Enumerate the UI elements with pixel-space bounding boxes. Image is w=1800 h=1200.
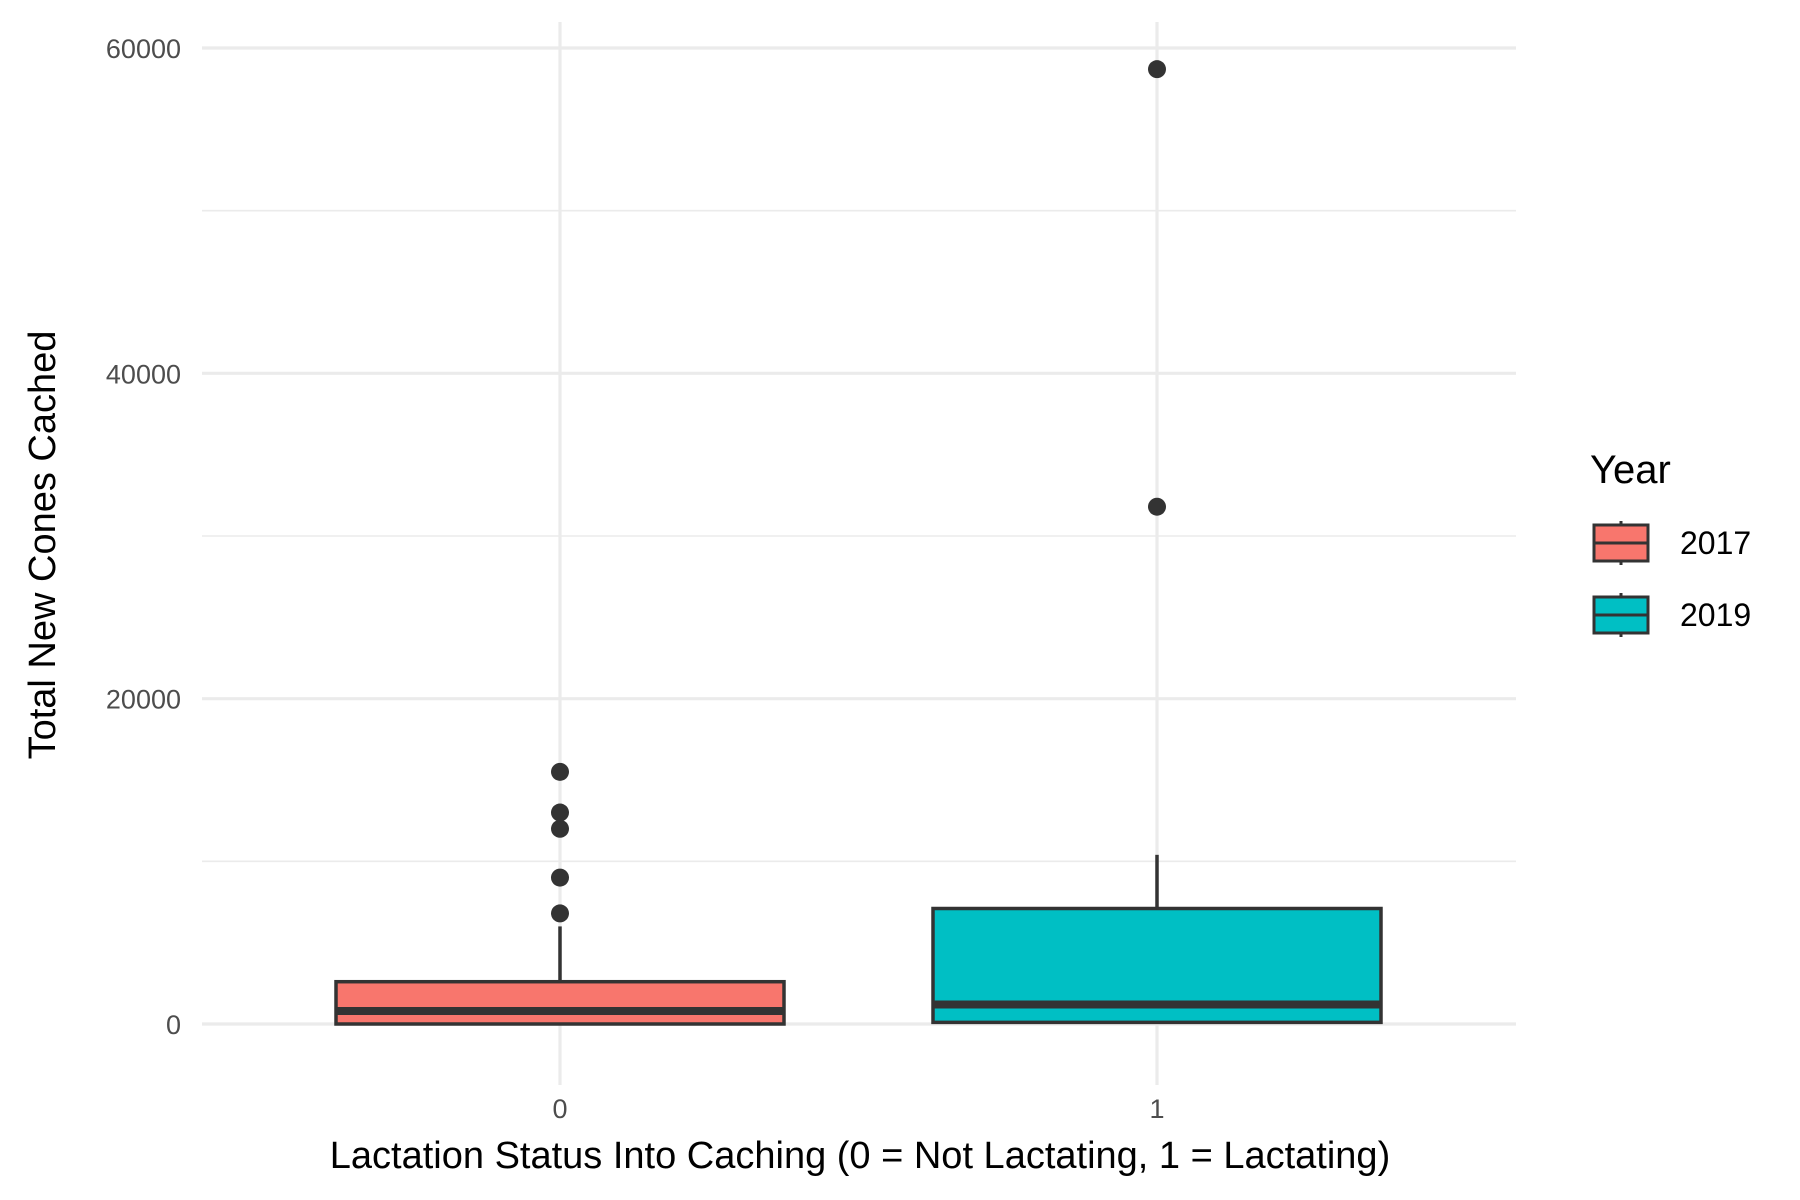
y-axis-ticks: 0 20000 40000 60000 — [106, 34, 181, 1040]
y-tick-label: 60000 — [106, 34, 181, 64]
legend: Year 2017 2019 — [1590, 448, 1751, 637]
legend-title: Year — [1590, 448, 1671, 492]
iqr-box — [334, 979, 786, 1026]
legend-item-2017: 2017 — [1592, 521, 1751, 565]
legend-label: 2019 — [1680, 597, 1751, 633]
y-axis-title: Total New Cones Cached — [22, 331, 64, 760]
legend-label: 2017 — [1680, 525, 1751, 561]
outlier-point — [1148, 60, 1166, 79]
x-tick-label: 0 — [552, 1094, 567, 1124]
outlier-point — [551, 868, 569, 887]
outlier-point — [551, 904, 569, 923]
boxes — [334, 60, 1383, 1026]
x-tick-label: 1 — [1149, 1094, 1164, 1124]
outlier-point — [551, 762, 569, 781]
y-tick-label: 40000 — [106, 359, 181, 389]
y-tick-label: 0 — [166, 1010, 181, 1040]
outlier-point — [551, 803, 569, 822]
legend-item-2019: 2019 — [1592, 593, 1751, 637]
box-2017 — [334, 762, 786, 1026]
outlier-point — [1148, 497, 1166, 516]
y-tick-label: 20000 — [106, 685, 181, 715]
outlier-point — [551, 819, 569, 838]
box-2019 — [931, 60, 1383, 1025]
x-axis-title: Lactation Status Into Caching (0 = Not L… — [330, 1135, 1390, 1177]
